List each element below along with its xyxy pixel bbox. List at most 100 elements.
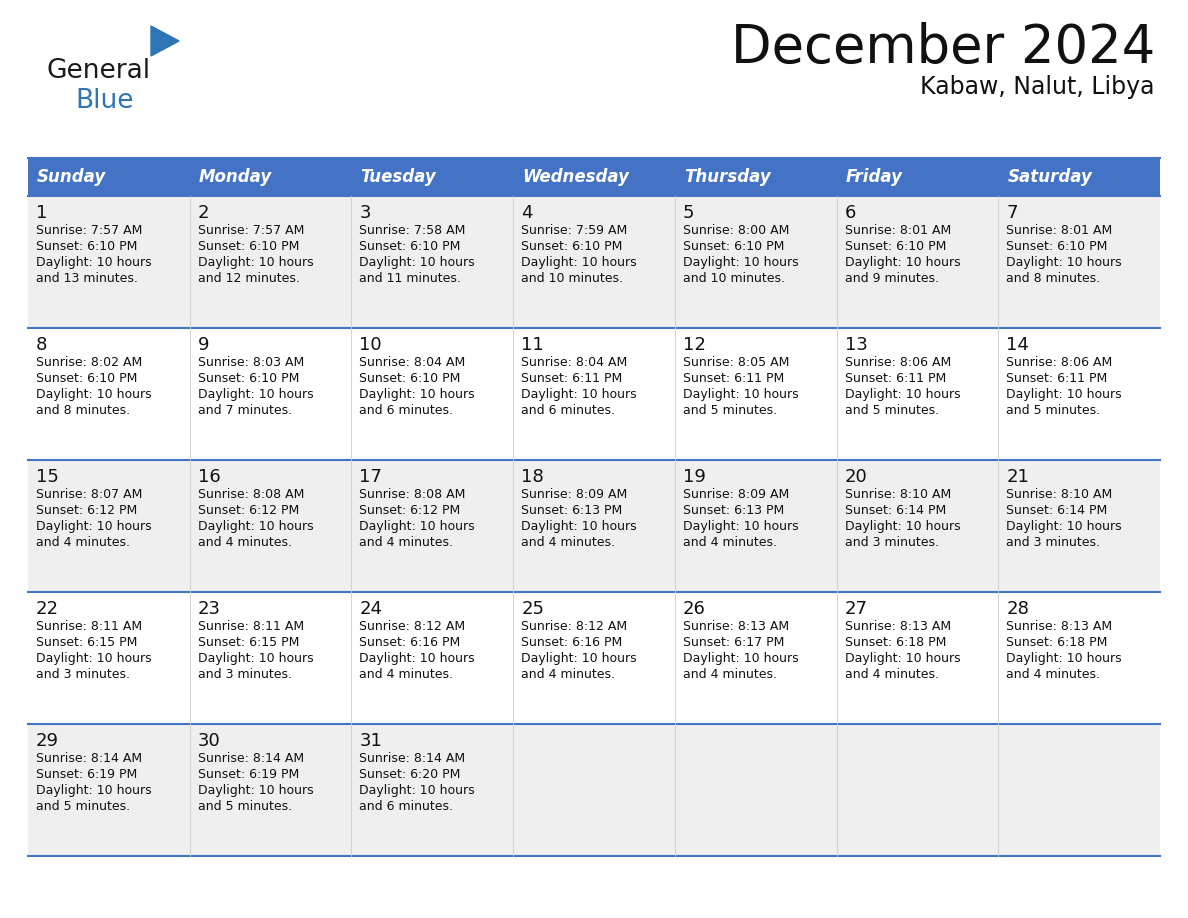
Text: Daylight: 10 hours: Daylight: 10 hours xyxy=(36,256,152,269)
Text: Daylight: 10 hours: Daylight: 10 hours xyxy=(360,784,475,797)
Text: Sunset: 6:20 PM: Sunset: 6:20 PM xyxy=(360,768,461,781)
Text: Tuesday: Tuesday xyxy=(360,168,436,186)
Text: and 5 minutes.: and 5 minutes. xyxy=(197,800,292,813)
Text: 15: 15 xyxy=(36,468,59,486)
Text: General: General xyxy=(48,58,151,84)
Text: Sunset: 6:15 PM: Sunset: 6:15 PM xyxy=(197,636,299,649)
Text: and 3 minutes.: and 3 minutes. xyxy=(36,668,129,681)
Text: 31: 31 xyxy=(360,732,383,750)
Text: Sunset: 6:17 PM: Sunset: 6:17 PM xyxy=(683,636,784,649)
Text: Blue: Blue xyxy=(75,88,133,114)
Text: and 12 minutes.: and 12 minutes. xyxy=(197,272,299,285)
Text: Sunrise: 8:06 AM: Sunrise: 8:06 AM xyxy=(845,356,950,369)
Text: Daylight: 10 hours: Daylight: 10 hours xyxy=(197,652,314,665)
Text: and 4 minutes.: and 4 minutes. xyxy=(845,668,939,681)
Text: and 13 minutes.: and 13 minutes. xyxy=(36,272,138,285)
Text: Daylight: 10 hours: Daylight: 10 hours xyxy=(683,652,798,665)
Text: Sunrise: 8:01 AM: Sunrise: 8:01 AM xyxy=(1006,224,1112,237)
Text: and 5 minutes.: and 5 minutes. xyxy=(683,404,777,417)
Text: Sunset: 6:11 PM: Sunset: 6:11 PM xyxy=(522,372,623,385)
Text: 21: 21 xyxy=(1006,468,1029,486)
Text: 24: 24 xyxy=(360,600,383,618)
Text: 10: 10 xyxy=(360,336,383,354)
Text: Sunset: 6:18 PM: Sunset: 6:18 PM xyxy=(845,636,946,649)
Text: Sunset: 6:13 PM: Sunset: 6:13 PM xyxy=(683,504,784,517)
Text: 14: 14 xyxy=(1006,336,1029,354)
Text: Saturday: Saturday xyxy=(1007,168,1092,186)
Text: Sunset: 6:16 PM: Sunset: 6:16 PM xyxy=(522,636,623,649)
Text: Daylight: 10 hours: Daylight: 10 hours xyxy=(522,652,637,665)
Text: Daylight: 10 hours: Daylight: 10 hours xyxy=(197,520,314,533)
Text: 12: 12 xyxy=(683,336,706,354)
Text: and 4 minutes.: and 4 minutes. xyxy=(683,536,777,549)
Text: Sunset: 6:10 PM: Sunset: 6:10 PM xyxy=(683,240,784,253)
Text: Sunrise: 8:04 AM: Sunrise: 8:04 AM xyxy=(360,356,466,369)
Text: Sunday: Sunday xyxy=(37,168,106,186)
Text: Sunset: 6:10 PM: Sunset: 6:10 PM xyxy=(1006,240,1107,253)
Text: Sunrise: 8:12 AM: Sunrise: 8:12 AM xyxy=(522,620,627,633)
Text: 9: 9 xyxy=(197,336,209,354)
Bar xyxy=(29,460,1159,592)
Text: Daylight: 10 hours: Daylight: 10 hours xyxy=(36,652,152,665)
Text: and 5 minutes.: and 5 minutes. xyxy=(36,800,131,813)
Text: 18: 18 xyxy=(522,468,544,486)
Text: and 4 minutes.: and 4 minutes. xyxy=(1006,668,1100,681)
Text: Daylight: 10 hours: Daylight: 10 hours xyxy=(845,520,960,533)
Text: and 3 minutes.: and 3 minutes. xyxy=(197,668,292,681)
Bar xyxy=(29,592,1159,724)
Text: 3: 3 xyxy=(360,204,371,222)
Text: Sunset: 6:10 PM: Sunset: 6:10 PM xyxy=(197,240,299,253)
Text: Sunrise: 8:13 AM: Sunrise: 8:13 AM xyxy=(1006,620,1112,633)
Text: Sunrise: 7:57 AM: Sunrise: 7:57 AM xyxy=(36,224,143,237)
Text: Sunrise: 8:13 AM: Sunrise: 8:13 AM xyxy=(683,620,789,633)
Text: Sunrise: 8:10 AM: Sunrise: 8:10 AM xyxy=(1006,488,1112,501)
Text: Sunset: 6:11 PM: Sunset: 6:11 PM xyxy=(683,372,784,385)
Text: Daylight: 10 hours: Daylight: 10 hours xyxy=(197,784,314,797)
Text: Daylight: 10 hours: Daylight: 10 hours xyxy=(522,256,637,269)
Text: 25: 25 xyxy=(522,600,544,618)
Text: Sunrise: 8:12 AM: Sunrise: 8:12 AM xyxy=(360,620,466,633)
Text: Sunrise: 8:03 AM: Sunrise: 8:03 AM xyxy=(197,356,304,369)
Text: and 4 minutes.: and 4 minutes. xyxy=(360,536,454,549)
Bar xyxy=(29,724,1159,856)
Text: and 3 minutes.: and 3 minutes. xyxy=(845,536,939,549)
Text: 19: 19 xyxy=(683,468,706,486)
Text: Sunrise: 8:14 AM: Sunrise: 8:14 AM xyxy=(360,752,466,765)
Text: 26: 26 xyxy=(683,600,706,618)
Text: and 7 minutes.: and 7 minutes. xyxy=(197,404,292,417)
Text: and 4 minutes.: and 4 minutes. xyxy=(36,536,129,549)
Text: and 6 minutes.: and 6 minutes. xyxy=(360,404,454,417)
Text: Sunset: 6:10 PM: Sunset: 6:10 PM xyxy=(36,372,138,385)
Text: 6: 6 xyxy=(845,204,855,222)
Text: Daylight: 10 hours: Daylight: 10 hours xyxy=(1006,652,1121,665)
Text: Sunrise: 8:01 AM: Sunrise: 8:01 AM xyxy=(845,224,950,237)
Text: 11: 11 xyxy=(522,336,544,354)
Text: Sunrise: 8:06 AM: Sunrise: 8:06 AM xyxy=(1006,356,1112,369)
Text: Sunrise: 8:10 AM: Sunrise: 8:10 AM xyxy=(845,488,950,501)
Text: Daylight: 10 hours: Daylight: 10 hours xyxy=(845,652,960,665)
Text: Sunset: 6:10 PM: Sunset: 6:10 PM xyxy=(197,372,299,385)
Text: Sunrise: 7:58 AM: Sunrise: 7:58 AM xyxy=(360,224,466,237)
Text: and 8 minutes.: and 8 minutes. xyxy=(36,404,131,417)
Text: Sunset: 6:10 PM: Sunset: 6:10 PM xyxy=(522,240,623,253)
Text: and 8 minutes.: and 8 minutes. xyxy=(1006,272,1100,285)
Text: Kabaw, Nalut, Libya: Kabaw, Nalut, Libya xyxy=(921,75,1155,99)
Text: 22: 22 xyxy=(36,600,59,618)
Text: Sunset: 6:10 PM: Sunset: 6:10 PM xyxy=(360,240,461,253)
Text: Sunrise: 8:02 AM: Sunrise: 8:02 AM xyxy=(36,356,143,369)
Text: 16: 16 xyxy=(197,468,221,486)
Text: and 6 minutes.: and 6 minutes. xyxy=(360,800,454,813)
Text: Daylight: 10 hours: Daylight: 10 hours xyxy=(683,256,798,269)
Text: Sunrise: 8:13 AM: Sunrise: 8:13 AM xyxy=(845,620,950,633)
Text: Sunrise: 8:07 AM: Sunrise: 8:07 AM xyxy=(36,488,143,501)
Text: Daylight: 10 hours: Daylight: 10 hours xyxy=(197,256,314,269)
Text: and 10 minutes.: and 10 minutes. xyxy=(683,272,785,285)
Text: 29: 29 xyxy=(36,732,59,750)
Text: Sunset: 6:10 PM: Sunset: 6:10 PM xyxy=(36,240,138,253)
Text: 8: 8 xyxy=(36,336,48,354)
Text: 27: 27 xyxy=(845,600,867,618)
Text: 1: 1 xyxy=(36,204,48,222)
Text: Daylight: 10 hours: Daylight: 10 hours xyxy=(1006,256,1121,269)
Text: Sunset: 6:12 PM: Sunset: 6:12 PM xyxy=(36,504,138,517)
Text: and 3 minutes.: and 3 minutes. xyxy=(1006,536,1100,549)
